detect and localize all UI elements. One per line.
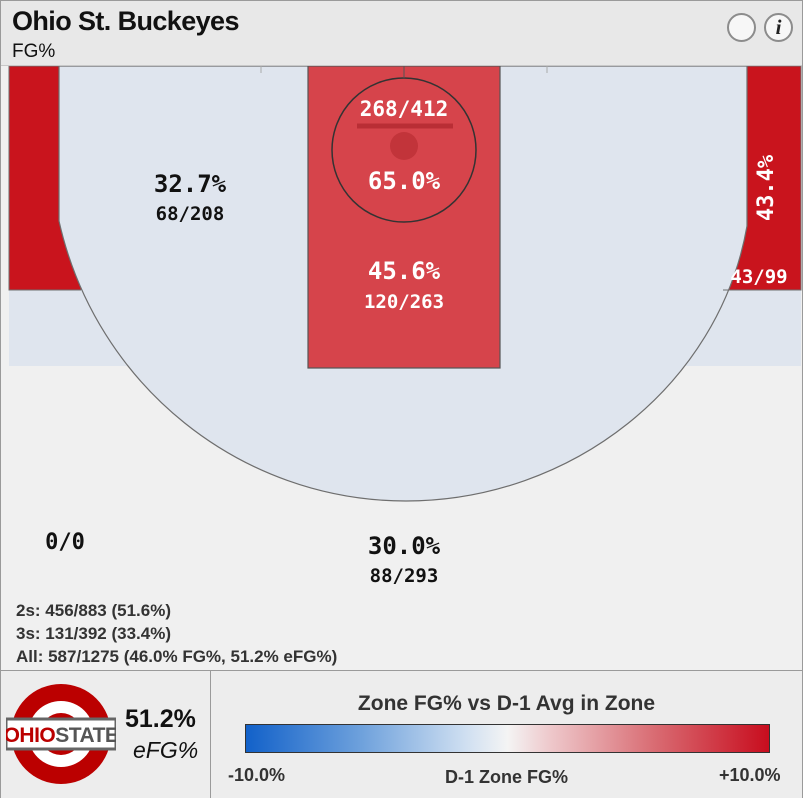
restricted-area-pct: 65.0%	[368, 167, 441, 195]
corner-three-left-made-att: 0/0	[45, 530, 85, 555]
legend-max-label: +10.0%	[719, 765, 781, 785]
logo-wordmark: OHIOSTATE	[6, 724, 116, 747]
paint-pct: 45.6%	[368, 257, 441, 285]
summary-all: All: 587/1275 (46.0% FG%, 51.2% eFG%)	[16, 647, 338, 666]
summary-twos: 2s: 456/883 (51.6%)	[16, 601, 171, 620]
chart-header: Ohio St. Buckeyes FG% i	[1, 1, 802, 66]
restricted-area-made-att: 268/412	[360, 97, 449, 121]
summary-threes: 3s: 131/392 (33.4%)	[16, 624, 171, 643]
rim	[390, 132, 418, 160]
info-icon[interactable]: i	[764, 13, 793, 42]
team-logo-panel: OHIOSTATE 51.2% eFG%	[1, 671, 211, 798]
efg-label: eFG%	[133, 737, 199, 763]
chart-subtitle: FG%	[12, 41, 56, 62]
court-chart: 268/412 65.0% 45.6% 120/263 32.7% 68/208…	[8, 66, 802, 587]
legend-title: Zone FG% vs D-1 Avg in Zone	[357, 692, 656, 715]
midrange-made-att: 68/208	[156, 203, 225, 225]
chart-footer: OHIOSTATE 51.2% eFG% Zone FG% vs D-1 Avg…	[1, 670, 802, 798]
paint-made-att: 120/263	[364, 291, 444, 313]
corner-three-right-pct: 43.4%	[754, 154, 779, 221]
legend-mid-label: D-1 Zone FG%	[444, 767, 568, 787]
corner-three-right-made-att: 43/99	[730, 266, 787, 288]
toggle-button[interactable]	[727, 13, 756, 42]
above-break-three-made-att: 88/293	[370, 565, 439, 587]
above-break-three-pct: 30.0%	[368, 532, 441, 560]
chart-title: Ohio St. Buckeyes	[12, 6, 239, 36]
info-glyph: i	[775, 15, 782, 39]
legend-min-label: -10.0%	[228, 765, 286, 785]
efg-value: 51.2%	[125, 705, 196, 733]
legend-color-scale	[245, 724, 770, 753]
ohio-state-logo: OHIOSTATE	[6, 684, 116, 784]
midrange-pct: 32.7%	[154, 170, 227, 198]
